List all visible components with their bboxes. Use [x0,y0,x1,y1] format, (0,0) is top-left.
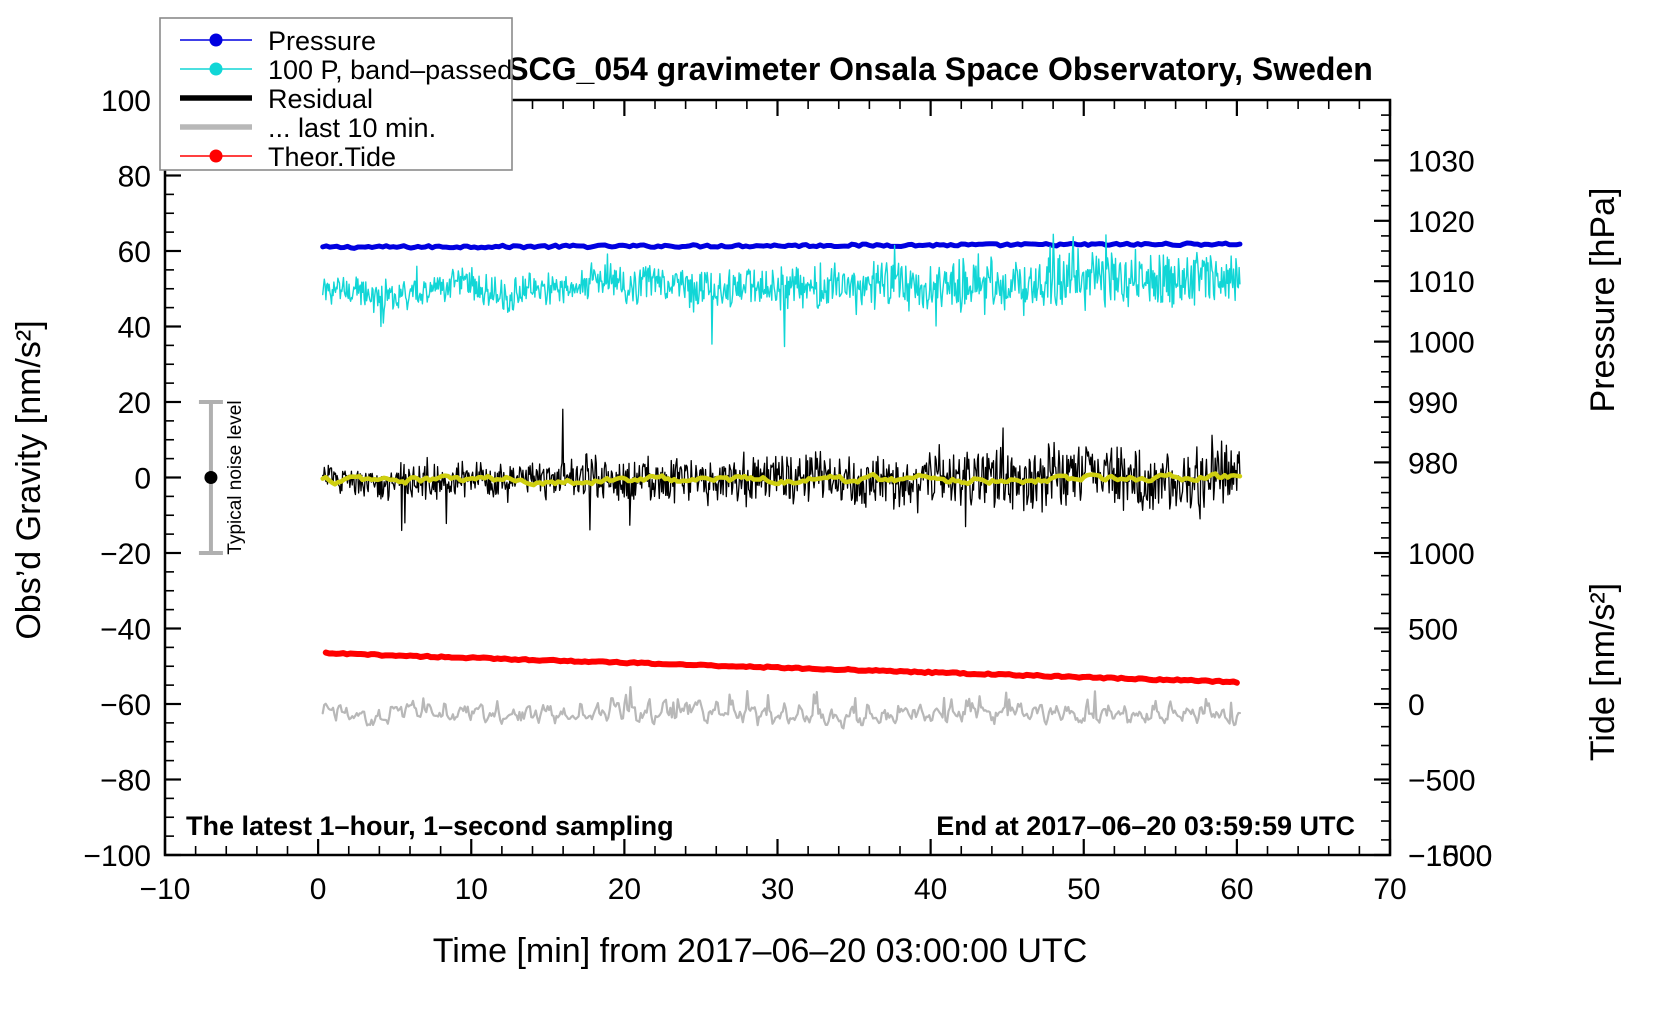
noise-level-label: Typical noise level [225,400,246,554]
left-tick-label: −80 [100,765,151,798]
left-tick-label: 40 [118,312,151,345]
bottom-tick-label: 50 [1067,873,1100,906]
left-tick-label: −60 [100,689,151,722]
bottom-tick-label: 20 [608,873,641,906]
legend-swatch-marker [209,33,223,47]
left-tick-label: −100 [83,840,151,873]
right-pressure-tick-label: 1020 [1408,206,1475,239]
right-pressure-tick-label: 1030 [1408,145,1475,178]
noise-center-dot [204,471,218,484]
trace-last-10-min [321,686,1242,730]
right-pressure-tick-label: 1010 [1408,266,1475,299]
legend-label: ... last 10 min. [268,113,436,143]
bottom-tick-label: 60 [1220,873,1253,906]
trace-residual-smoothed [320,471,1243,488]
left-tick-label: 100 [101,85,151,118]
bottom-tick-label: −10 [140,873,191,906]
page-title: SCG_054 gravimeter Onsala Space Observat… [507,51,1373,87]
left-tick-label: −20 [100,538,151,571]
bottom-tick-label: 30 [761,873,794,906]
sampling-note: The latest 1–hour, 1–second sampling [186,811,674,841]
right-tide-tick-label: −1000 [1408,840,1492,873]
legend-item[interactable]: 100 P, band–passed [180,55,512,85]
data-traces [320,233,1243,730]
noise-level-marker [198,400,223,555]
end-time-note: End at 2017–06–20 03:59:59 UTC [936,811,1355,841]
right-tide-tick-label: −1500 [1408,840,1492,873]
right-tide-axis-title: Tide [nm/s²] [1584,583,1622,761]
bottom-axis-title: Time [min] from 2017–06–20 03:00:00 UTC [433,932,1088,970]
legend-label: 100 P, band–passed [268,55,512,85]
legend-label: Pressure [268,26,376,56]
legend-swatch-marker [209,62,223,76]
right-tide-tick-label: 0 [1408,689,1425,722]
trace-100-p-band-passed [322,233,1241,348]
left-axis-title: Obs’d Gravity [nm/s²] [10,320,48,639]
right-pressure-tick-label: 990 [1408,387,1458,420]
trace-theor-tide [322,649,1240,686]
bottom-tick-label: 0 [310,873,327,906]
right-tide-tick-label: 1000 [1408,538,1475,571]
legend-item[interactable]: Theor.Tide [180,142,396,172]
right-tide-tick-label: 500 [1408,614,1458,647]
left-tick-label: 80 [118,161,151,194]
bottom-tick-label: 10 [455,873,488,906]
right-pressure-tick-label: 1000 [1408,327,1475,360]
left-tick-label: −40 [100,614,151,647]
annotations-layer: Typical noise level [198,400,246,555]
legend-label: Theor.Tide [268,142,396,172]
right-pressure-axis-title: Pressure [hPa] [1584,188,1622,413]
legend-label: Residual [268,84,373,114]
left-tick-label: 20 [118,387,151,420]
legend-swatch-marker [209,149,223,163]
left-tick-label: 0 [134,463,151,496]
legend-item[interactable]: ... last 10 min. [180,113,436,143]
trace-pressure [320,240,1243,251]
legend-item[interactable]: Pressure [180,26,376,56]
bottom-tick-label: 40 [914,873,947,906]
right-pressure-tick-label: 980 [1408,447,1458,480]
legend-item[interactable]: Residual [180,84,373,114]
left-tick-label: 60 [118,236,151,269]
bottom-tick-label: 70 [1373,873,1406,906]
right-tide-tick-label: −500 [1408,765,1476,798]
